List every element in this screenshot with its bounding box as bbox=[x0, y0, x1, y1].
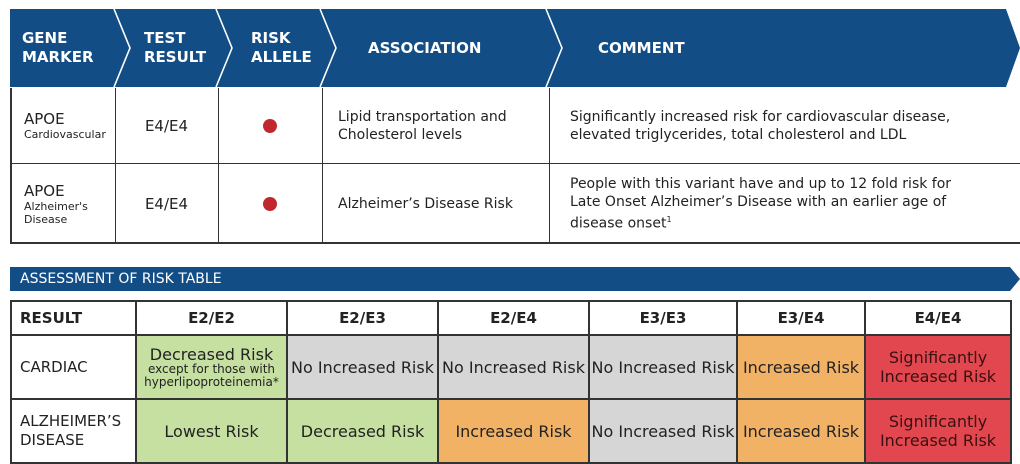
risk-cell: Increased Risk bbox=[437, 398, 590, 464]
genotype-header: E3/E4 bbox=[736, 300, 866, 336]
risk-cell: No Increased Risk bbox=[588, 398, 738, 464]
header-association: ASSOCIATION bbox=[368, 38, 482, 57]
table-row: APOE Cardiovascular E4/E4 Lipid transpor… bbox=[12, 88, 1020, 164]
gene-table-header bbox=[10, 9, 1020, 87]
genotype-header: E3/E3 bbox=[588, 300, 738, 336]
risk-allele-cell bbox=[218, 164, 322, 244]
header-chevron-bar bbox=[10, 9, 1020, 87]
gene-name: APOE bbox=[24, 110, 65, 128]
risk-cell: Significantly Increased Risk bbox=[864, 334, 1012, 400]
risk-cell: Lowest Risk bbox=[135, 398, 288, 464]
table-row: ALZHEIMER’S DISEASE Lowest Risk Decrease… bbox=[10, 398, 1012, 464]
risk-cell: Increased Risk bbox=[736, 334, 866, 400]
footnote-marker: 1 bbox=[666, 215, 672, 225]
row-label-alzheimers: ALZHEIMER’S DISEASE bbox=[10, 398, 137, 464]
gene-cell: APOE Cardiovascular bbox=[24, 88, 114, 163]
table-row: APOE Alzheimer's Disease E4/E4 Alzheimer… bbox=[12, 164, 1020, 244]
risk-note: except for those with hyperlipoproteinem… bbox=[144, 361, 279, 389]
risk-cell: No Increased Risk bbox=[437, 334, 590, 400]
risk-text: Decreased Risk bbox=[149, 344, 274, 364]
genotype-header: E4/E4 bbox=[864, 300, 1012, 336]
association-text: Lipid transportation and Cholesterol lev… bbox=[338, 108, 507, 143]
header-risk-allele: RISK ALLELE bbox=[251, 29, 312, 66]
risk-cell: No Increased Risk bbox=[286, 334, 439, 400]
gene-cell: APOE Alzheimer's Disease bbox=[24, 164, 114, 244]
table-row: RESULT E2/E2 E2/E3 E2/E4 E3/E3 E3/E4 E4/… bbox=[10, 300, 1012, 336]
header-test-result: TEST RESULT bbox=[144, 29, 207, 66]
gene-name: APOE bbox=[24, 182, 65, 200]
header-comment: COMMENT bbox=[598, 38, 685, 57]
comment-text: People with this variant have and up to … bbox=[570, 176, 952, 232]
test-result: E4/E4 bbox=[144, 116, 189, 135]
genotype-header: E2/E2 bbox=[135, 300, 288, 336]
red-dot-icon bbox=[263, 197, 277, 211]
header-gene-marker: GENE MARKER bbox=[22, 29, 94, 66]
risk-cell: Decreased Risk bbox=[286, 398, 439, 464]
gene-subtype: Alzheimer's Disease bbox=[24, 200, 88, 226]
table-row: CARDIAC Decreased Risk except for those … bbox=[10, 334, 1012, 400]
genotype-header: E2/E3 bbox=[286, 300, 439, 336]
gene-subtype: Cardiovascular bbox=[24, 128, 106, 141]
risk-cell: Decreased Risk except for those with hyp… bbox=[135, 334, 288, 400]
assessment-title: ASSESSMENT OF RISK TABLE bbox=[20, 271, 222, 287]
red-dot-icon bbox=[263, 118, 277, 133]
row-label-cardiac: CARDIAC bbox=[10, 334, 137, 400]
risk-allele-cell bbox=[218, 88, 322, 163]
assessment-title-bar bbox=[10, 267, 1020, 291]
risk-cell: Increased Risk bbox=[736, 398, 866, 464]
comment-cell: People with this variant have and up to … bbox=[570, 164, 970, 244]
test-result: E4/E4 bbox=[144, 195, 189, 213]
risk-cell: No Increased Risk bbox=[588, 334, 738, 400]
result-header: RESULT bbox=[10, 300, 137, 336]
risk-cell: Significantly Increased Risk bbox=[864, 398, 1012, 464]
genotype-header: E2/E4 bbox=[437, 300, 590, 336]
association-text: Alzheimer’s Disease Risk bbox=[338, 196, 513, 212]
risk-assessment-table: RESULT E2/E2 E2/E3 E2/E4 E3/E3 E3/E4 E4/… bbox=[10, 300, 1012, 464]
comment-text: Significantly increased risk for cardiov… bbox=[570, 108, 951, 143]
gene-marker-table: APOE Cardiovascular E4/E4 Lipid transpor… bbox=[10, 88, 1020, 244]
